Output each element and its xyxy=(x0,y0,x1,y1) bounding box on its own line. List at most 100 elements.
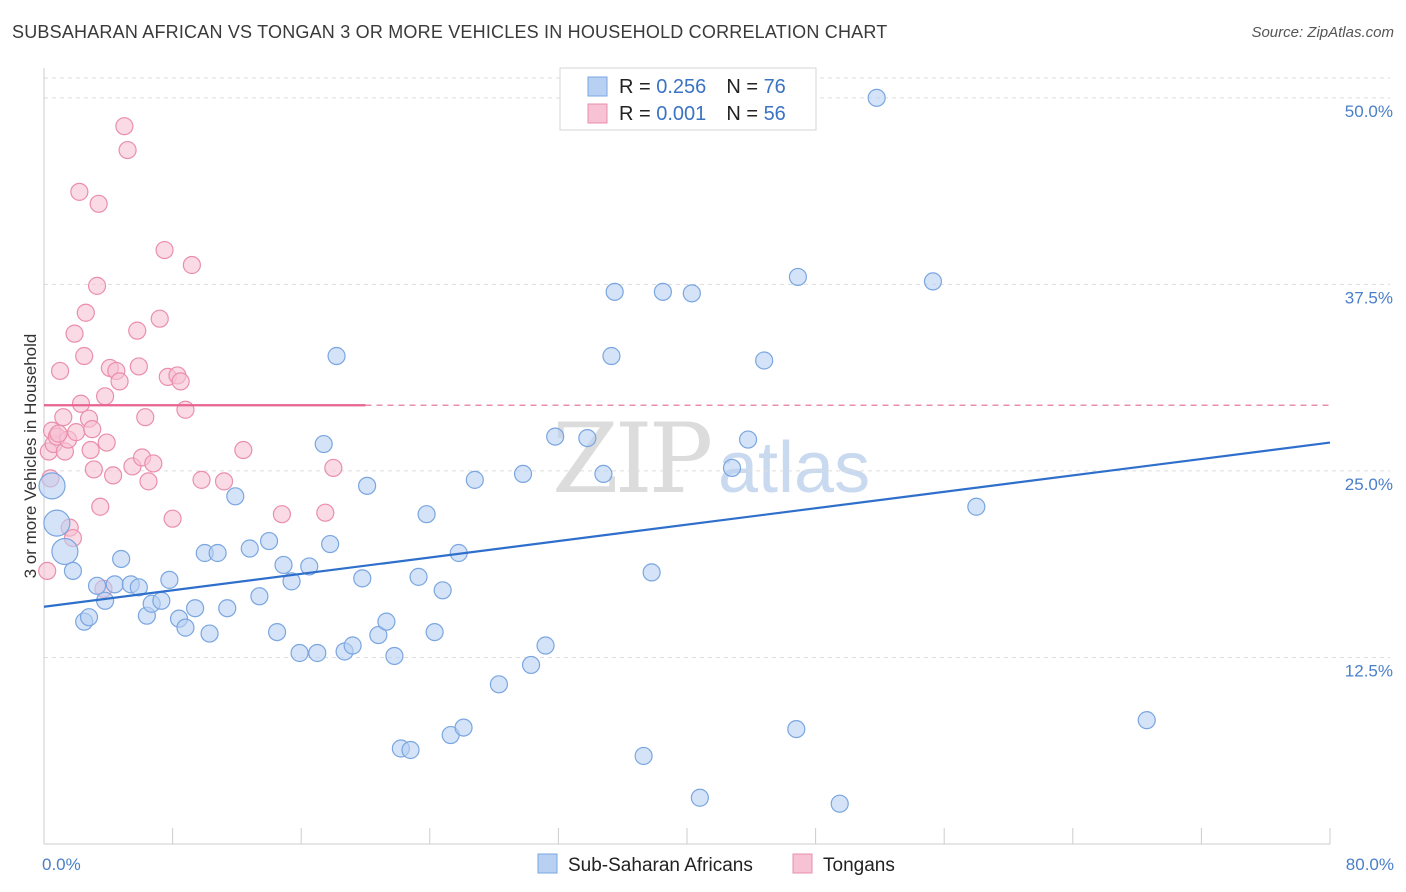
sub-saharan-africans-point xyxy=(385,646,404,666)
sub-saharan-africans-point xyxy=(409,567,428,586)
tongans-points xyxy=(38,117,343,598)
chart-source: Source: ZipAtlas.com xyxy=(1251,24,1394,41)
tongans-point xyxy=(87,276,107,295)
tongans-point xyxy=(49,424,68,443)
sub-saharan-africans-point xyxy=(425,622,444,642)
sub-saharan-africans-point xyxy=(152,591,171,610)
legend-r-value: 0.256 xyxy=(656,76,706,98)
sub-saharan-africans-point xyxy=(300,557,319,576)
sub-saharan-africans-point xyxy=(308,643,327,663)
sub-saharan-africans-point xyxy=(401,740,420,760)
tongans-point xyxy=(71,394,91,413)
tongans-point xyxy=(50,361,70,381)
tongans-point xyxy=(272,505,292,524)
tongans-point xyxy=(70,182,89,201)
tongans-point xyxy=(129,357,148,376)
sub-saharan-africans-point xyxy=(682,284,701,303)
tongans-point xyxy=(136,408,155,427)
legend-n-value: 76 xyxy=(764,76,786,98)
sub-saharan-africans-point xyxy=(112,549,131,569)
sub-saharan-africans-point xyxy=(594,464,613,484)
sub-saharan-africans-point xyxy=(327,346,346,366)
series-legend-swatch-pink xyxy=(792,853,813,874)
sub-saharan-africans-point xyxy=(377,612,396,631)
tongans-point xyxy=(163,509,182,528)
legend-r-value: 0.001 xyxy=(656,103,706,125)
legend-swatch-pink xyxy=(587,103,608,124)
sub-saharan-africans-point xyxy=(923,272,943,291)
sub-saharan-africans-point xyxy=(176,618,195,637)
sub-saharan-africans-point xyxy=(186,599,205,618)
tongans-point xyxy=(128,321,147,340)
sub-saharan-africans-point xyxy=(87,576,107,595)
sub-saharan-africans-point xyxy=(454,718,473,737)
sub-saharan-africans-point xyxy=(250,587,269,606)
sub-saharan-africans-point xyxy=(536,636,555,655)
tongans-point xyxy=(139,472,158,491)
legend-r-label: R = xyxy=(619,76,656,98)
sub-saharan-africans-point xyxy=(38,472,66,500)
tongans-point xyxy=(171,372,190,391)
sub-saharan-africans-point xyxy=(314,434,333,454)
sub-saharan-africans-point xyxy=(602,346,621,366)
sub-saharan-africans-point xyxy=(63,561,83,581)
x-ticks xyxy=(43,828,1331,844)
trend-lines xyxy=(43,404,1331,608)
tongans-point xyxy=(97,433,116,452)
tongans-point xyxy=(83,420,102,439)
sub-saharan-africans-point xyxy=(105,575,124,594)
legend-n-label: N = xyxy=(726,103,763,125)
tongans-point xyxy=(176,400,195,419)
sub-saharan-africans-point xyxy=(546,427,565,446)
sub-saharan-africans-point xyxy=(290,643,309,663)
sub-saharan-africans-point xyxy=(369,625,388,645)
sub-saharan-africans-point xyxy=(653,282,672,301)
series-legend-label-blue: Sub-Saharan Africans xyxy=(568,855,753,876)
sub-saharan-africans-point xyxy=(321,534,340,554)
sub-saharan-africans-point xyxy=(830,794,849,813)
sub-saharan-africans-point xyxy=(129,578,148,597)
stats-legend: R = 0.256 N = 76 R = 0.001 N = 56 xyxy=(559,67,817,131)
y-tick-label: 50.0% xyxy=(1345,102,1393,121)
sub-saharan-africans-point xyxy=(465,470,484,489)
tongans-point xyxy=(76,303,95,322)
y-tick-labels: 12.5% 25.0% 37.5% 50.0% xyxy=(1345,102,1393,681)
x-tick-label-max: 80.0% xyxy=(1346,855,1394,874)
sub-saharan-africans-point xyxy=(867,88,886,107)
tongans-point xyxy=(110,372,129,391)
sub-saharan-africans-point xyxy=(240,539,259,558)
sub-saharan-africans-point xyxy=(218,599,237,618)
sub-saharan-africans-point xyxy=(200,624,219,643)
tongans-point xyxy=(91,497,110,516)
tongans-point xyxy=(155,240,174,260)
sub-saharan-africans-point xyxy=(267,622,287,642)
chart-title: SUBSAHARAN AFRICAN VS TONGAN 3 OR MORE V… xyxy=(12,22,888,42)
sub-saharan-africans-point xyxy=(160,570,179,589)
tongans-point xyxy=(67,423,86,442)
sub-saharan-africans-points xyxy=(38,88,1156,813)
tongans-point xyxy=(316,503,335,522)
tongans-point xyxy=(234,440,253,460)
series-legend-swatch-blue xyxy=(537,853,558,874)
legend-row-pink: R = 0.001 N = 56 xyxy=(619,103,786,125)
tongans-point xyxy=(65,324,84,343)
tongans-point xyxy=(214,472,234,491)
sub-saharan-africans-point xyxy=(353,569,372,588)
tongans-point xyxy=(104,466,123,485)
legend-n-label: N = xyxy=(726,76,763,98)
sub-saharan-africans-trend-line xyxy=(43,441,1331,608)
legend-row-blue: R = 0.256 N = 76 xyxy=(619,76,786,98)
sub-saharan-africans-point xyxy=(513,464,533,484)
sub-saharan-africans-point xyxy=(79,608,99,627)
sub-saharan-africans-point xyxy=(226,487,245,506)
tongans-point xyxy=(75,346,94,366)
sub-saharan-africans-point xyxy=(358,476,377,495)
sub-saharan-africans-point xyxy=(690,788,709,807)
sub-saharan-africans-point xyxy=(274,555,293,575)
sub-saharan-africans-point xyxy=(282,572,301,591)
y-axis-label: 3 or more Vehicles in Household xyxy=(21,334,40,579)
tongans-point xyxy=(115,117,134,136)
series-legend-label-pink: Tongans xyxy=(823,855,895,876)
sub-saharan-africans-point xyxy=(578,428,597,448)
